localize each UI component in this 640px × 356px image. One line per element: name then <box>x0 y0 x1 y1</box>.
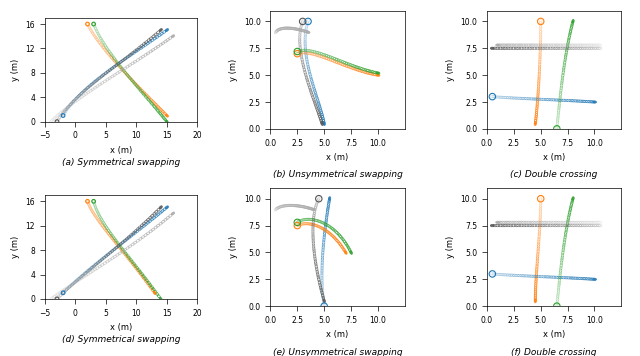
Ellipse shape <box>312 208 316 211</box>
Ellipse shape <box>328 197 331 201</box>
Y-axis label: y (m): y (m) <box>446 236 455 258</box>
X-axis label: x (m): x (m) <box>326 153 349 162</box>
Ellipse shape <box>496 44 500 46</box>
X-axis label: x (m): x (m) <box>543 330 565 339</box>
X-axis label: x (m): x (m) <box>110 146 132 155</box>
Ellipse shape <box>159 28 163 32</box>
Ellipse shape <box>159 206 163 209</box>
Y-axis label: y (m): y (m) <box>229 236 238 258</box>
Ellipse shape <box>159 297 162 301</box>
Y-axis label: y (m): y (m) <box>446 59 455 81</box>
Text: (e) Unsymmetrical swapping: (e) Unsymmetrical swapping <box>273 347 403 356</box>
Text: (c) Double crossing: (c) Double crossing <box>511 170 598 179</box>
Ellipse shape <box>376 74 380 77</box>
Ellipse shape <box>165 120 168 123</box>
Ellipse shape <box>171 35 175 38</box>
Ellipse shape <box>306 31 310 33</box>
X-axis label: x (m): x (m) <box>326 330 349 339</box>
X-axis label: x (m): x (m) <box>543 153 565 162</box>
Ellipse shape <box>572 197 574 201</box>
Ellipse shape <box>593 278 596 281</box>
Y-axis label: y (m): y (m) <box>11 236 20 258</box>
Ellipse shape <box>490 47 495 49</box>
Ellipse shape <box>344 251 347 254</box>
Ellipse shape <box>323 121 325 126</box>
Text: (b) Unsymmetrical swapping: (b) Unsymmetrical swapping <box>273 170 403 179</box>
Ellipse shape <box>165 206 168 209</box>
Ellipse shape <box>572 20 574 23</box>
Text: (f) Double crossing: (f) Double crossing <box>511 347 597 356</box>
Ellipse shape <box>323 299 325 303</box>
Ellipse shape <box>321 121 323 125</box>
Ellipse shape <box>172 212 175 215</box>
Ellipse shape <box>534 299 536 303</box>
Ellipse shape <box>496 221 500 224</box>
Ellipse shape <box>349 251 353 254</box>
Ellipse shape <box>593 101 596 103</box>
Text: (a) Symmetrical swapping: (a) Symmetrical swapping <box>62 158 180 167</box>
Y-axis label: y (m): y (m) <box>11 59 20 81</box>
Ellipse shape <box>165 28 168 32</box>
Ellipse shape <box>534 121 536 126</box>
Ellipse shape <box>490 224 495 227</box>
Text: (d) Symmetrical swapping: (d) Symmetrical swapping <box>62 335 180 344</box>
Ellipse shape <box>376 72 380 74</box>
Ellipse shape <box>153 291 156 294</box>
Ellipse shape <box>165 114 168 117</box>
Y-axis label: y (m): y (m) <box>229 59 238 81</box>
X-axis label: x (m): x (m) <box>110 323 132 332</box>
